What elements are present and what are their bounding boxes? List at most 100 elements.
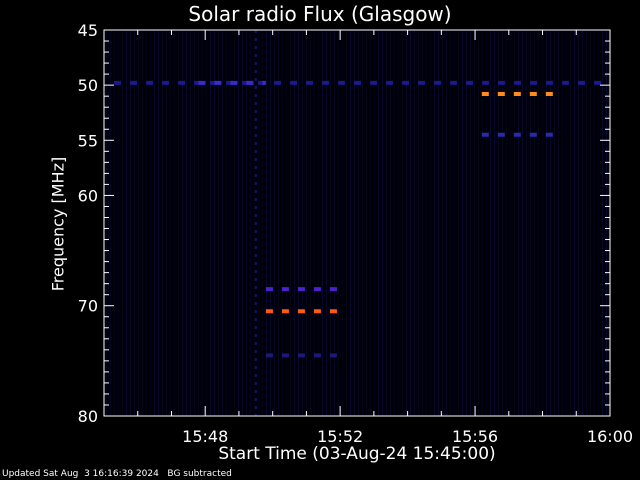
noise-column — [270, 30, 271, 416]
noise-column — [602, 30, 603, 416]
noise-column — [526, 30, 527, 416]
x-tick-label: 15:56 — [452, 427, 498, 446]
noise-column — [238, 30, 239, 416]
noise-column — [354, 30, 355, 416]
noise-column — [326, 30, 327, 416]
noise-column — [486, 30, 487, 416]
noise-column — [274, 30, 275, 416]
noise-column — [566, 30, 567, 416]
noise-column — [146, 30, 147, 416]
noise-column — [434, 30, 435, 416]
noise-column — [406, 30, 407, 416]
noise-column — [366, 30, 367, 416]
noise-column — [402, 30, 403, 416]
noise-column — [394, 30, 395, 416]
x-tick-label: 16:00 — [587, 427, 633, 446]
update-status-text: Updated Sat Aug 3 16:16:39 2024 BG subtr… — [2, 469, 232, 479]
noise-column — [542, 30, 543, 416]
noise-column — [422, 30, 423, 416]
noise-column — [190, 30, 191, 416]
noise-column — [570, 30, 571, 416]
noise-column — [458, 30, 459, 416]
noise-column — [530, 30, 531, 416]
noise-column — [106, 30, 107, 416]
noise-column — [142, 30, 143, 416]
noise-column — [290, 30, 291, 416]
noise-column — [282, 30, 283, 416]
noise-column — [266, 30, 267, 416]
noise-column — [414, 30, 415, 416]
chart-title: Solar radio Flux (Glasgow) — [188, 2, 452, 26]
noise-column — [170, 30, 171, 416]
noise-column — [510, 30, 511, 416]
noise-column — [230, 30, 231, 416]
noise-column — [586, 30, 587, 416]
noise-column — [278, 30, 279, 416]
noise-column — [242, 30, 243, 416]
noise-column — [590, 30, 591, 416]
noise-column — [262, 30, 263, 416]
noise-column — [182, 30, 183, 416]
noise-column — [470, 30, 471, 416]
noise-column — [562, 30, 563, 416]
noise-column — [546, 30, 547, 416]
y-tick-label: 55 — [78, 131, 98, 150]
noise-column — [346, 30, 347, 416]
noise-column — [318, 30, 319, 416]
noise-column — [314, 30, 315, 416]
noise-column — [558, 30, 559, 416]
noise-column — [554, 30, 555, 416]
noise-column — [418, 30, 419, 416]
noise-column — [386, 30, 387, 416]
noise-column — [462, 30, 463, 416]
noise-column — [310, 30, 311, 416]
noise-column — [430, 30, 431, 416]
noise-column — [358, 30, 359, 416]
noise-column — [162, 30, 163, 416]
noise-column — [226, 30, 227, 416]
noise-column — [594, 30, 595, 416]
noise-column — [442, 30, 443, 416]
noise-column — [378, 30, 379, 416]
noise-column — [578, 30, 579, 416]
noise-column — [302, 30, 303, 416]
noise-column — [362, 30, 363, 416]
y-tick-label: 70 — [78, 297, 98, 316]
noise-column — [130, 30, 131, 416]
noise-column — [222, 30, 223, 416]
noise-column — [390, 30, 391, 416]
noise-column — [582, 30, 583, 416]
noise-column — [306, 30, 307, 416]
noise-column — [502, 30, 503, 416]
noise-column — [206, 30, 207, 416]
noise-column — [258, 30, 259, 416]
noise-column — [294, 30, 295, 416]
noise-column — [134, 30, 135, 416]
noise-column — [330, 30, 331, 416]
x-tick-label: 15:48 — [182, 427, 228, 446]
noise-column — [218, 30, 219, 416]
noise-column — [166, 30, 167, 416]
noise-column — [210, 30, 211, 416]
noise-column — [198, 30, 199, 416]
noise-column — [474, 30, 475, 416]
noise-column — [322, 30, 323, 416]
noise-column — [194, 30, 195, 416]
noise-column — [494, 30, 495, 416]
noise-column — [382, 30, 383, 416]
noise-column — [186, 30, 187, 416]
noise-column — [334, 30, 335, 416]
noise-column — [246, 30, 247, 416]
y-tick-label: 50 — [78, 76, 98, 95]
plot-frame — [103, 29, 611, 417]
noise-column — [438, 30, 439, 416]
noise-column — [174, 30, 175, 416]
noise-column — [118, 30, 119, 416]
noise-column — [254, 30, 255, 416]
noise-column — [426, 30, 427, 416]
noise-column — [606, 30, 607, 416]
noise-column — [482, 30, 483, 416]
y-axis-label: Frequency [MHz] — [48, 156, 68, 292]
y-tick-label: 60 — [78, 186, 98, 205]
noise-column — [450, 30, 451, 416]
